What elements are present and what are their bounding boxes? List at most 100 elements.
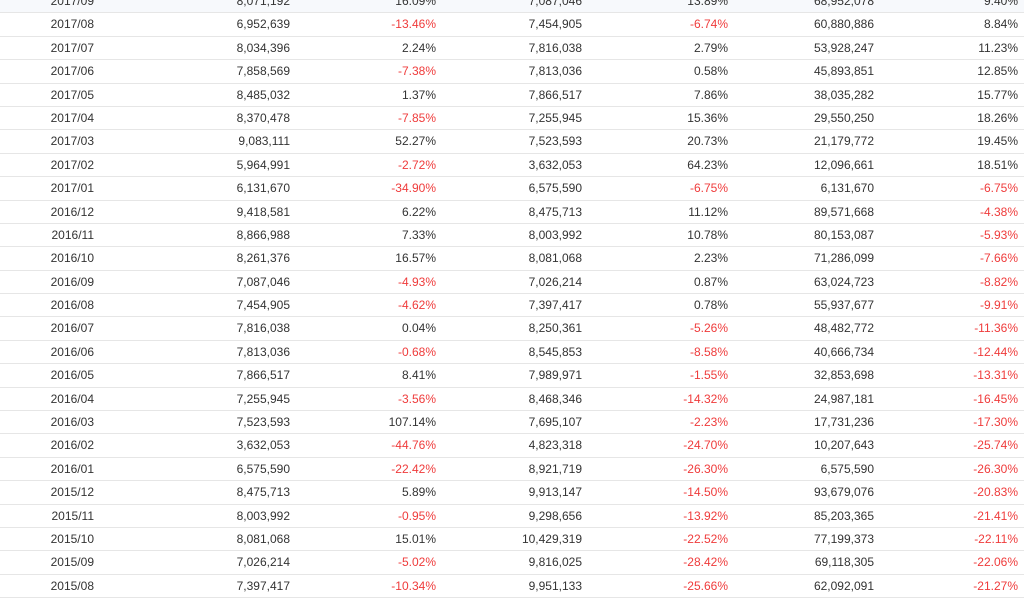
value-cell-2: 7,523,593 bbox=[528, 134, 582, 149]
table-row: 2017/04 8,370,478 -7.85% 7,255,945 15.36% 29,… bbox=[0, 107, 1024, 131]
percent-cell-2: -26.30% bbox=[683, 461, 728, 476]
month-cell: 2015/09 bbox=[50, 555, 94, 570]
percent-cell-3: 19.45% bbox=[977, 134, 1018, 149]
value-cell-1: 7,523,593 bbox=[236, 415, 290, 430]
value-cell-1: 8,866,988 bbox=[236, 227, 290, 242]
percent-cell-2: 10.78% bbox=[687, 227, 728, 242]
percent-cell-2: -6.74% bbox=[689, 17, 728, 32]
percent-cell-3: -22.06% bbox=[973, 555, 1018, 570]
percent-cell-3: 18.51% bbox=[977, 157, 1018, 172]
value-cell-3: 40,666,734 bbox=[813, 344, 874, 359]
month-cell: 2016/10 bbox=[50, 251, 94, 266]
value-cell-2: 7,397,417 bbox=[528, 298, 582, 313]
month-cell: 2016/01 bbox=[50, 461, 94, 476]
month-cell: 2015/10 bbox=[50, 531, 94, 546]
percent-cell-3: -6.75% bbox=[979, 181, 1018, 196]
percent-cell-2: -5.26% bbox=[689, 321, 728, 336]
month-cell: 2017/08 bbox=[50, 17, 94, 32]
table-row: 2016/04 7,255,945 -3.56% 8,468,346 -14.32% 24… bbox=[0, 388, 1024, 412]
value-cell-2: 7,026,214 bbox=[528, 274, 582, 289]
value-cell-1: 6,131,670 bbox=[236, 181, 290, 196]
percent-cell-2: 11.12% bbox=[688, 204, 728, 219]
value-cell-3: 45,893,851 bbox=[813, 64, 874, 79]
percent-cell-3: 8.84% bbox=[983, 17, 1018, 32]
percent-cell-2: 20.73% bbox=[687, 134, 728, 149]
percent-cell-1: 52.27% bbox=[395, 134, 436, 149]
percent-cell-2: 0.87% bbox=[693, 274, 728, 289]
value-cell-2: 7,255,945 bbox=[528, 110, 582, 125]
percent-cell-3: 15.77% bbox=[977, 87, 1018, 102]
percent-cell-2: -28.42% bbox=[683, 555, 728, 570]
percent-cell-3: -7.66% bbox=[979, 251, 1018, 266]
value-cell-2: 10,429,319 bbox=[521, 531, 582, 546]
percent-cell-3: -5.93% bbox=[979, 227, 1018, 242]
value-cell-1: 8,034,396 bbox=[236, 40, 290, 55]
value-cell-3: 38,035,282 bbox=[813, 87, 874, 102]
value-cell-2: 8,250,361 bbox=[528, 321, 582, 336]
table-row: 2017/05 8,485,032 1.37% 7,866,517 7.86% 38,03… bbox=[0, 84, 1024, 107]
percent-cell-3: -21.27% bbox=[973, 578, 1018, 593]
month-cell: 2016/06 bbox=[50, 344, 94, 359]
value-cell-1: 7,255,945 bbox=[236, 391, 290, 406]
percent-cell-2: -13.92% bbox=[683, 508, 728, 523]
table-row: 2015/09 7,026,214 -5.02% 9,816,025 -28.42% 69… bbox=[0, 551, 1024, 575]
percent-cell-1: -2.72% bbox=[397, 157, 436, 172]
value-cell-3: 71,286,099 bbox=[813, 251, 874, 266]
value-cell-3: 55,937,677 bbox=[813, 298, 874, 313]
value-cell-3: 6,575,590 bbox=[820, 461, 874, 476]
month-cell: 2017/01 bbox=[50, 181, 94, 196]
value-cell-3: 29,550,250 bbox=[813, 110, 874, 125]
percent-cell-1: -13.46% bbox=[391, 17, 436, 32]
table-row: 2016/11 8,866,988 7.33% 8,003,992 10.78% 80,1… bbox=[0, 224, 1024, 248]
month-cell: 2015/12 bbox=[50, 485, 94, 500]
value-cell-1: 8,475,713 bbox=[236, 485, 290, 500]
month-cell: 2015/11 bbox=[51, 508, 95, 523]
value-cell-2: 7,695,107 bbox=[528, 415, 582, 430]
percent-cell-2: 0.58% bbox=[693, 64, 728, 79]
value-cell-1: 7,087,046 bbox=[236, 274, 290, 289]
value-cell-3: 12,096,661 bbox=[813, 157, 874, 172]
percent-cell-1: 6.22% bbox=[401, 204, 436, 219]
table-row: 2016/02 3,632,053 -44.76% 4,823,318 -24.70% 1… bbox=[0, 434, 1024, 458]
value-cell-3: 17,731,236 bbox=[813, 415, 874, 430]
percent-cell-3: -9.91% bbox=[979, 298, 1018, 313]
month-cell: 2016/08 bbox=[50, 298, 94, 313]
value-cell-1: 5,964,991 bbox=[236, 157, 290, 172]
percent-cell-1: -0.95% bbox=[397, 508, 436, 523]
percent-cell-1: -7.38% bbox=[397, 64, 436, 79]
percent-cell-1: -3.56% bbox=[397, 391, 436, 406]
value-cell-1: 8,081,068 bbox=[236, 531, 290, 546]
table-row: 2016/01 6,575,590 -22.42% 8,921,719 -26.30% 6… bbox=[0, 458, 1024, 482]
percent-cell-3: -21.41% bbox=[973, 508, 1018, 523]
percent-cell-1: -4.93% bbox=[397, 274, 436, 289]
table-row: 2015/11 8,003,992 -0.95% 9,298,656 -13.92% 85… bbox=[0, 505, 1024, 528]
value-cell-3: 21,179,772 bbox=[813, 134, 874, 149]
percent-cell-1: -34.90% bbox=[391, 181, 436, 196]
month-cell: 2017/02 bbox=[50, 157, 94, 172]
month-cell: 2016/05 bbox=[50, 368, 94, 383]
percent-cell-1: -44.76% bbox=[391, 438, 436, 453]
value-cell-3: 10,207,643 bbox=[813, 438, 874, 453]
month-cell: 2017/03 bbox=[50, 134, 94, 149]
value-cell-2: 9,951,133 bbox=[528, 578, 582, 593]
percent-cell-2: -22.52% bbox=[683, 531, 728, 546]
percent-cell-2: -1.55% bbox=[689, 368, 728, 383]
percent-cell-1: 2.24% bbox=[401, 40, 436, 55]
month-cell: 2017/04 bbox=[50, 110, 94, 125]
percent-cell-1: -4.62% bbox=[397, 298, 436, 313]
month-cell: 2015/08 bbox=[50, 578, 94, 593]
value-cell-1: 8,003,992 bbox=[236, 508, 290, 523]
value-cell-2: 8,921,719 bbox=[528, 461, 582, 476]
percent-cell-2: 64.23% bbox=[687, 157, 728, 172]
value-cell-1: 7,858,569 bbox=[236, 64, 290, 79]
value-cell-3: 24,987,181 bbox=[813, 391, 874, 406]
percent-cell-2: -8.58% bbox=[689, 344, 728, 359]
percent-cell-2: -25.66% bbox=[683, 578, 728, 593]
value-cell-3: 53,928,247 bbox=[813, 40, 874, 55]
table-row: 2017/08 6,952,639 -13.46% 7,454,905 -6.74% 60… bbox=[0, 13, 1024, 37]
percent-cell-1: 0.04% bbox=[401, 321, 436, 336]
percent-cell-1: -5.02% bbox=[397, 555, 436, 570]
percent-cell-2: 7.86% bbox=[693, 87, 728, 102]
value-cell-1: 8,370,478 bbox=[236, 110, 290, 125]
percent-cell-3: 9.40% bbox=[983, 0, 1018, 8]
